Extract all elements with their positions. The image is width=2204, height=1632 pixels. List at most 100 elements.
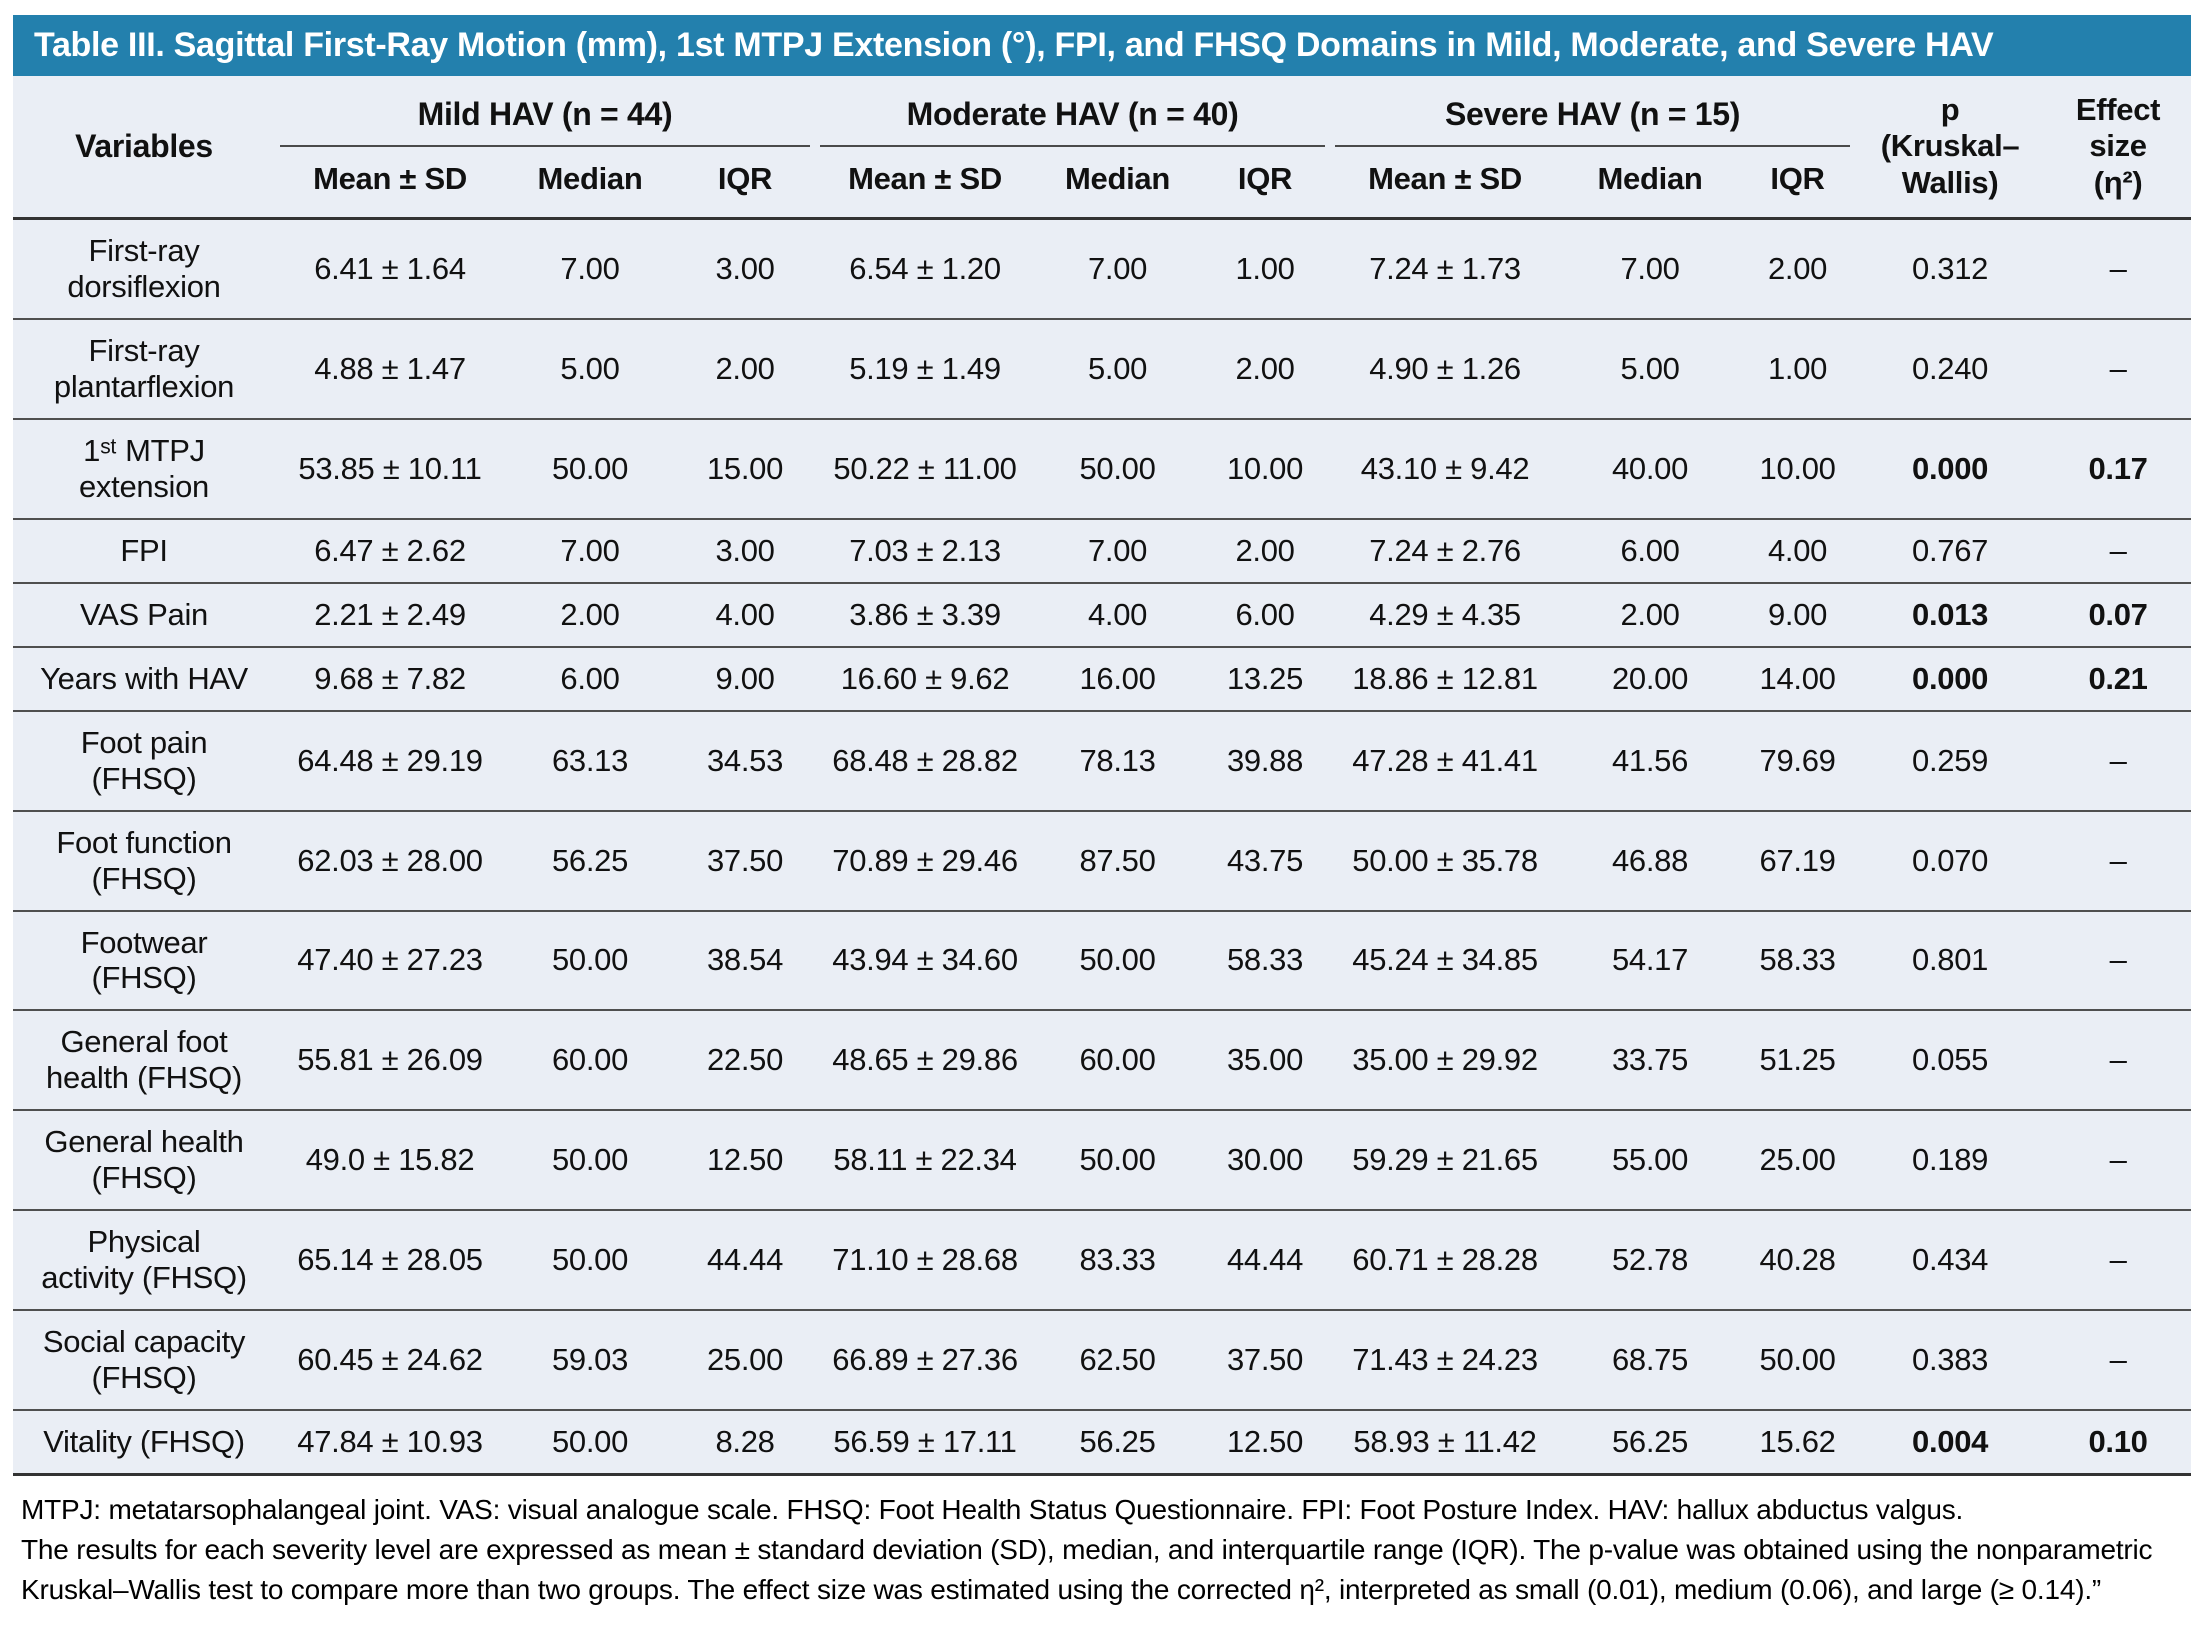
mild-median-cell: 60.00 [551,1042,629,1078]
moderate-mean-sd-cell: 43.94 ± 34.60 [832,942,1018,978]
table-row: Foot function (FHSQ) 62.03 ± 28.00 56.25 37… [13,810,2192,911]
effect-size-cell: – [2109,942,2127,978]
severe-mean-sd-cell: 45.24 ± 34.85 [1352,942,1538,978]
moderate-iqr-cell: 39.88 [1226,742,1304,778]
mild-mean-sd-cell: 65.14 ± 28.05 [297,1242,483,1278]
p-value-cell: 0.189 [1912,1142,1989,1178]
moderate-mean-sd-cell: 5.19 ± 1.49 [849,350,1001,386]
severe-median-cell: 46.88 [1611,842,1689,878]
group-underline [820,145,1326,147]
mild-iqr-cell: 38.54 [706,942,784,978]
severe-mean-sd-cell: 43.10 ± 9.42 [1360,450,1530,486]
mild-mean-sd-cell: 2.21 ± 2.49 [314,596,466,632]
mild-mean-sd-cell: 4.88 ± 1.47 [314,350,466,386]
group-label-mild: Mild HAV (n = 44) [417,96,673,132]
severe-median-cell: 2.00 [1620,596,1680,632]
severe-median-cell: 56.25 [1611,1424,1689,1460]
table-row: First-ray dorsiflexion 6.41 ± 1.64 7.00 3.0… [13,218,2192,319]
moderate-iqr-cell: 13.25 [1226,660,1304,696]
moderate-median-cell: 50.00 [1079,1142,1156,1178]
severe-iqr-cell: 67.19 [1759,842,1836,878]
table-body: First-ray dorsiflexion 6.41 ± 1.64 7.00 3.0… [13,218,2192,1475]
severe-median-cell: 52.78 [1611,1242,1689,1278]
effect-size-header: Effect size (η²) [2075,91,2161,200]
footnote-abbreviations: MTPJ: metatarsophalangeal joint. VAS: vi… [21,1494,1964,1526]
mild-mean-sd-cell: 49.0 ± 15.82 [305,1142,475,1178]
moderate-iqr-cell: 58.33 [1226,942,1304,978]
moderate-iqr-cell: 2.00 [1235,532,1295,568]
severe-iqr-cell: 4.00 [1767,532,1828,568]
moderate-median-cell: 16.00 [1079,660,1156,696]
mild-mean-sd-cell: 47.40 ± 27.23 [297,942,483,978]
moderate-mean-sd-cell: 48.65 ± 29.86 [832,1042,1018,1078]
mild-median-header: Median [537,161,643,196]
variable-cell: Foot pain (FHSQ) [80,724,208,796]
severe-median-cell: 41.56 [1611,742,1689,778]
mild-mean-sd-cell: 62.03 ± 28.00 [297,842,483,878]
mild-median-cell: 56.25 [551,842,629,878]
paper-table: Table III. Sagittal First-Ray Motion (mm… [13,15,2192,1610]
severe-median-cell: 6.00 [1620,532,1680,568]
table-row: General foot health (FHSQ) 55.81 ± 26.09 6… [13,1010,2192,1110]
severe-mean-sd-cell: 18.86 ± 12.81 [1352,660,1538,696]
moderate-mean-sd-cell: 16.60 ± 9.62 [840,660,1010,696]
severe-median-cell: 54.17 [1611,942,1689,978]
effect-size-cell: – [2109,842,2127,878]
mild-iqr-cell: 37.50 [706,842,784,878]
moderate-median-cell: 7.00 [1087,250,1148,286]
mild-iqr-cell: 44.44 [706,1242,784,1278]
table-title: Table III. Sagittal First-Ray Motion (mm… [13,15,2191,76]
severe-mean-sd-header: Mean ± SD [1368,161,1522,196]
moderate-median-cell: 7.00 [1087,532,1148,568]
severe-median-header: Median [1597,161,1703,196]
moderate-mean-sd-header: Mean ± SD [848,161,1002,196]
table-row: General health (FHSQ) 49.0 ± 15.82 50.00 12… [13,1110,2192,1210]
moderate-median-cell: 50.00 [1079,942,1156,978]
mild-median-cell: 7.00 [560,250,620,286]
variable-cell: 1ˢᵗ MTPJ extension [78,432,209,504]
effect-size-cell: – [2109,1242,2127,1278]
mild-median-cell: 50.00 [551,942,629,978]
mild-mean-sd-cell: 53.85 ± 10.11 [298,450,482,486]
severe-mean-sd-cell: 47.28 ± 41.41 [1352,742,1538,778]
severe-iqr-cell: 15.62 [1759,1424,1836,1460]
mild-mean-sd-cell: 64.48 ± 29.19 [297,742,483,778]
mild-mean-sd-cell: 9.68 ± 7.82 [314,660,466,696]
variable-cell: Vitality (FHSQ) [43,1424,245,1460]
mild-iqr-cell: 34.53 [706,742,784,778]
severe-mean-sd-cell: 71.43 ± 24.23 [1352,1342,1538,1378]
footnote-methods-line1: The results for each severity level are … [21,1534,2153,1566]
table-row: Footwear (FHSQ) 47.40 ± 27.23 50.00 38.54 43… [13,910,2192,1011]
p-value-cell: 0.070 [1912,842,1989,878]
effect-size-cell: – [2109,532,2127,568]
group-underline [280,145,811,147]
effect-size-cell: – [2109,250,2127,286]
mild-mean-sd-cell: 60.45 ± 24.62 [297,1342,483,1378]
moderate-mean-sd-cell: 58.11 ± 22.34 [833,1142,1017,1178]
p-value-cell: 0.240 [1912,350,1989,386]
severe-mean-sd-cell: 59.29 ± 21.65 [1352,1142,1538,1178]
table-row: Vitality (FHSQ) 47.84 ± 10.93 50.00 8.28 56.… [13,1410,2192,1475]
p-value-cell: 0.312 [1912,250,1989,286]
p-value-cell: 0.259 [1912,742,1989,778]
mild-median-cell: 50.00 [551,1142,629,1178]
severe-median-cell: 40.00 [1611,450,1689,486]
p-value-cell: 0.000 [1912,450,1989,486]
p-value-cell: 0.383 [1912,1342,1989,1378]
p-value-cell: 0.000 [1912,660,1989,696]
mild-median-cell: 2.00 [560,596,620,632]
moderate-median-cell: 62.50 [1079,1342,1156,1378]
severe-median-cell: 7.00 [1620,250,1680,286]
moderate-mean-sd-cell: 50.22 ± 11.00 [833,450,1017,486]
moderate-median-cell: 4.00 [1087,596,1148,632]
variable-cell: Foot function (FHSQ) [56,824,232,896]
moderate-median-cell: 56.25 [1079,1424,1156,1460]
variables-header: Variables [75,128,213,164]
moderate-median-cell: 83.33 [1079,1242,1156,1278]
variable-cell: Physical activity (FHSQ) [41,1224,247,1296]
group-label-moderate: Moderate HAV (n = 40) [906,96,1239,132]
mild-iqr-cell: 3.00 [715,250,775,286]
mild-median-cell: 50.00 [551,1424,629,1460]
severe-median-cell: 55.00 [1611,1142,1689,1178]
moderate-median-cell: 87.50 [1079,842,1156,878]
